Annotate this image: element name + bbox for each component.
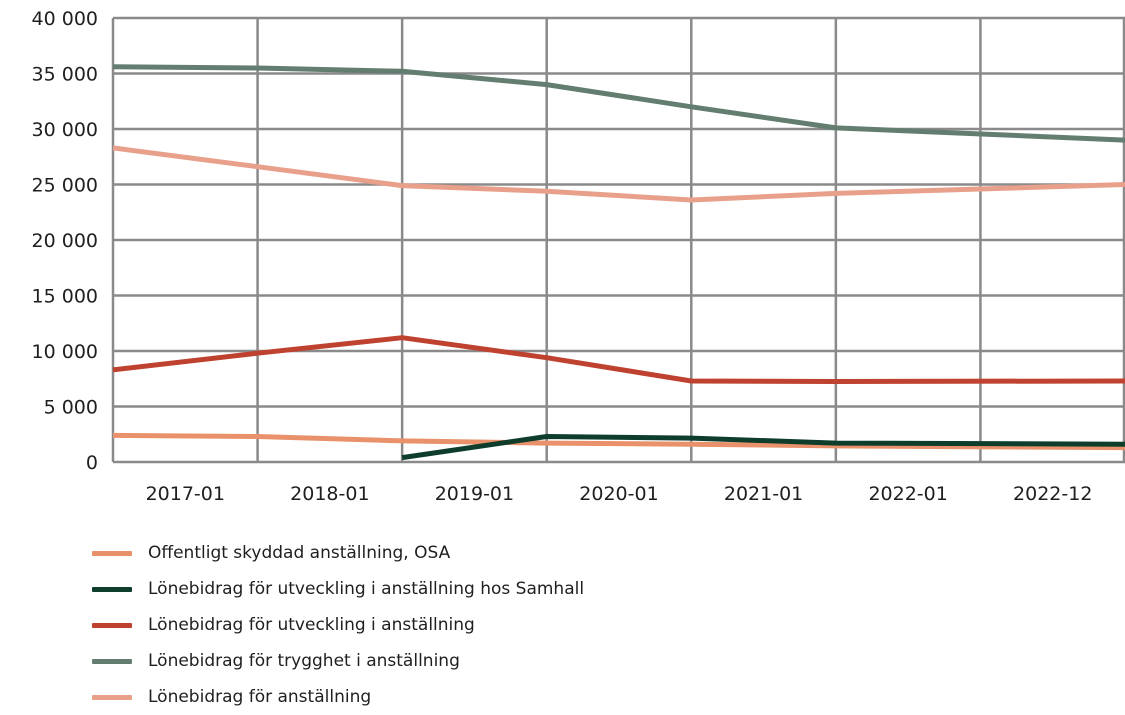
legend: Offentligt skyddad anställning, OSA Löneb… — [92, 535, 584, 715]
y-tick-label: 30 000 — [32, 119, 98, 141]
series-line — [112, 432, 1125, 451]
x-tick-label: 2019-01 — [435, 483, 514, 505]
y-tick-label: 10 000 — [32, 341, 98, 363]
legend-swatch — [92, 622, 132, 628]
x-axis-ticks: 2017-01 2018-01 2019-01 2020-01 2021-01 2022-… — [146, 483, 1093, 505]
legend-label: Lönebidrag för trygghet i anställning — [148, 651, 460, 671]
legend-label: Lönebidrag för utveckling i anställning … — [148, 579, 585, 599]
legend-item: Lönebidrag för anställning — [92, 679, 584, 715]
series-line — [112, 335, 1125, 384]
x-tick-label: 2022-01 — [868, 483, 947, 505]
x-tick-label: 2018-01 — [290, 483, 369, 505]
x-tick-label: 2020-01 — [579, 483, 658, 505]
x-tick-label: 2022-12 — [1013, 483, 1092, 505]
line-chart: 0 5 000 10 000 15 000 20 000 25 000 30 000 35 0… — [32, 8, 1125, 505]
series-line — [112, 145, 1125, 203]
y-tick-label: 20 000 — [32, 230, 98, 252]
y-tick-label: 35 000 — [32, 64, 98, 86]
grid — [111, 16, 1125, 464]
y-tick-label: 25 000 — [32, 175, 98, 197]
series-line — [401, 434, 1125, 461]
x-tick-label: 2021-01 — [724, 483, 803, 505]
legend-item: Lönebidrag för utveckling i anställning — [92, 607, 584, 643]
legend-item: Offentligt skyddad anställning, OSA — [92, 535, 584, 571]
y-tick-label: 40 000 — [32, 8, 98, 30]
y-tick-label: 0 — [86, 452, 98, 474]
legend-label: Lönebidrag för anställning — [148, 687, 372, 707]
legend-swatch — [92, 658, 132, 664]
legend-label: Offentligt skyddad anställning, OSA — [148, 543, 451, 563]
y-tick-label: 5 000 — [44, 397, 98, 419]
series-lines — [112, 64, 1125, 461]
legend-item: Lönebidrag för trygghet i anställning — [92, 643, 584, 679]
y-tick-label: 15 000 — [32, 286, 98, 308]
legend-item: Lönebidrag för utveckling i anställning … — [92, 571, 584, 607]
y-axis-ticks: 0 5 000 10 000 15 000 20 000 25 000 30 000 35 0… — [32, 8, 98, 474]
legend-label: Lönebidrag för utveckling i anställning — [148, 615, 475, 635]
legend-swatch — [92, 550, 132, 556]
x-tick-label: 2017-01 — [146, 483, 225, 505]
legend-swatch — [92, 694, 132, 700]
legend-swatch — [92, 586, 132, 592]
series-line — [112, 64, 1125, 143]
